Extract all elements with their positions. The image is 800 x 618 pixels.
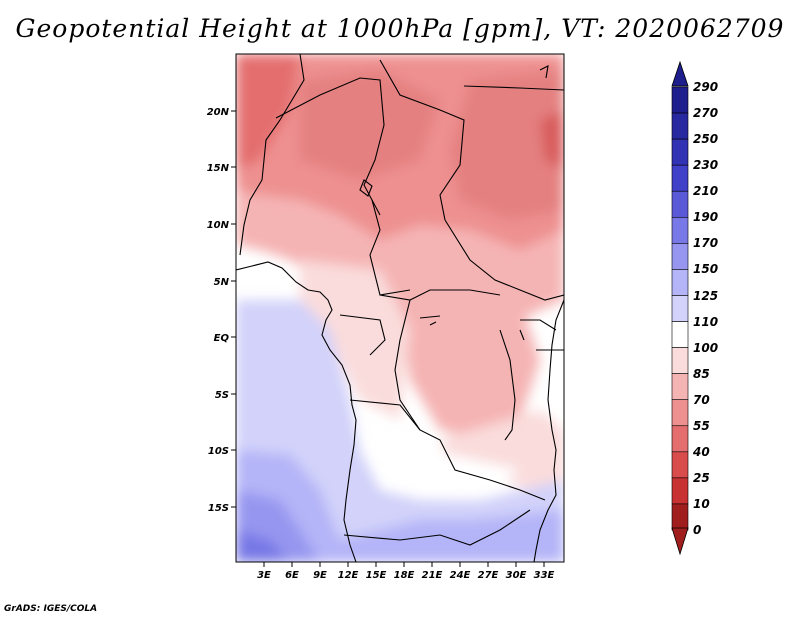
lat-label: 10S <box>208 446 229 457</box>
colorbar-label: 250 <box>693 132 718 146</box>
credit-text: GrADS: IGES/COLA <box>4 604 98 614</box>
lon-label: 33E <box>534 570 555 581</box>
colorbar-cell <box>671 373 689 401</box>
lon-label: 24E <box>450 570 471 581</box>
colorbar-cell <box>671 451 689 479</box>
lon-label: 18E <box>394 570 415 581</box>
lon-label: 3E <box>257 570 271 581</box>
colorbar-label: 85 <box>693 367 710 381</box>
colorbar-label: 55 <box>693 419 710 433</box>
lat-label: EQ <box>214 333 230 344</box>
colorbar-label: 110 <box>693 315 718 329</box>
colorbar-cell <box>671 216 689 244</box>
colorbar-cell <box>671 321 689 348</box>
lon-label: 21E <box>422 570 443 581</box>
lon-label: 12E <box>338 570 359 581</box>
colorbar-cell <box>671 477 689 505</box>
chart-title: Geopotential Height at 1000hPa [gpm], VT… <box>15 14 785 43</box>
colorbar-label: 270 <box>693 106 718 120</box>
lat-label: 15S <box>208 503 229 514</box>
colorbar-label: 100 <box>693 341 718 355</box>
colorbar-cell <box>671 295 689 322</box>
colorbar-label: 70 <box>693 393 710 407</box>
lon-label: 15E <box>366 570 387 581</box>
colorbar-arrow-bottom <box>671 527 689 556</box>
colorbar: 290 270 250 230 210 190 170 150 125 110 … <box>671 60 718 556</box>
colorbar-cell <box>671 269 689 296</box>
map-frame <box>235 53 565 563</box>
colorbar-cell <box>671 243 689 270</box>
colorbar-label: 40 <box>692 445 710 459</box>
colorbar-cell <box>671 86 689 114</box>
lat-label: 5N <box>214 277 230 288</box>
colorbar-cell <box>671 503 689 531</box>
colorbar-label: 170 <box>693 236 718 250</box>
colorbar-label: 10 <box>693 497 710 511</box>
lat-axis: 20N 15N 10N 5N EQ 5S 10S 15S <box>207 107 236 514</box>
colorbar-cell <box>671 399 689 427</box>
lon-label: 9E <box>313 570 327 581</box>
colorbar-label: 190 <box>693 210 718 224</box>
colorbar-label: 25 <box>693 471 710 485</box>
shaded-field <box>236 54 564 562</box>
colorbar-label: 230 <box>693 158 718 172</box>
colorbar-arrow-top <box>671 60 689 87</box>
lat-label: 5S <box>215 390 229 401</box>
lon-label: 27E <box>478 570 499 581</box>
colorbar-cell <box>671 425 689 453</box>
lon-axis: 3E 6E 9E 12E 15E 18E 21E 24E 27E 30E 33E <box>257 562 555 581</box>
colorbar-cell <box>671 190 689 218</box>
colorbar-cell <box>671 347 689 374</box>
colorbar-cell <box>671 112 689 140</box>
colorbar-label: 210 <box>693 184 718 198</box>
colorbar-cell <box>671 138 689 166</box>
lat-label: 20N <box>207 107 230 118</box>
colorbar-label: 290 <box>693 80 718 94</box>
lon-label: 6E <box>285 570 299 581</box>
colorbar-label: 0 <box>693 523 701 537</box>
lat-label: 15N <box>207 163 230 174</box>
colorbar-label: 150 <box>693 262 718 276</box>
colorbar-cell <box>671 164 689 192</box>
colorbar-label: 125 <box>693 289 718 303</box>
lon-label: 30E <box>506 570 527 581</box>
lat-label: 10N <box>207 220 230 231</box>
coastlines-borders <box>236 54 564 562</box>
